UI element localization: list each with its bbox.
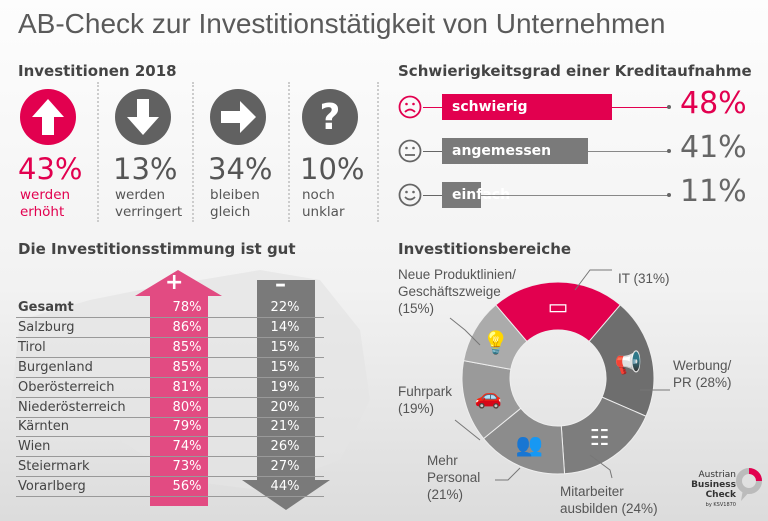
table-row: Gesamt 78% 22% (16, 298, 324, 318)
arrow-right-icon (210, 89, 266, 145)
connector-line (588, 151, 668, 152)
question-icon: ? (302, 89, 358, 145)
table-row: Burgenland 85% 15% (16, 358, 324, 378)
page-title: AB-Check zur Investitionstätigkeit von U… (18, 8, 666, 39)
logo: Austrian Business Check by KSV1870 (691, 470, 736, 508)
kredit-value: 48% (680, 86, 747, 121)
bereiche-heading: Investitionsbereiche (398, 240, 572, 258)
table-row: Oberösterreich 81% 19% (16, 378, 324, 398)
label-neue-produktlinien: Neue Produktlinien/ Geschäftszweige (15%… (398, 267, 516, 316)
connector-line (423, 107, 443, 108)
arrow-up-icon (20, 89, 76, 145)
leader-line (449, 317, 481, 346)
label-fuhrpark: Fuhrpark (19%) (398, 384, 453, 416)
plus-arrow (135, 270, 222, 506)
connector-line (612, 107, 668, 108)
neutral-face-icon (398, 139, 422, 163)
connector-dot (667, 105, 671, 109)
investition-value: 13% (113, 152, 178, 186)
label-mitarbeiter: Mitarbeiter ausbilden (24%) (560, 484, 658, 516)
investitionen-heading: Investitionen 2018 (18, 62, 177, 80)
kredit-bar: angemessen (442, 138, 588, 164)
kredit-value: 41% (680, 130, 747, 165)
megaphone-icon: 📢 (614, 350, 641, 376)
arrow-down-icon (115, 89, 171, 145)
investition-value: 34% (208, 152, 273, 186)
car-icon: 🚗 (475, 385, 502, 410)
donut-slice (495, 281, 621, 343)
divider (97, 82, 99, 222)
people-icon: 👥 (516, 433, 543, 458)
table-row: Wien 74% 26% (16, 437, 324, 458)
investition-value: 43% (18, 152, 83, 186)
investition-label: werden verringert (115, 187, 183, 220)
leader-line (589, 454, 613, 479)
table-row: Kärnten 79% 21% (16, 417, 324, 438)
divider (377, 82, 379, 222)
kredit-heading: Schwierigkeitsgrad einer Kreditaufnahme (398, 62, 752, 80)
leader-line (454, 419, 481, 441)
investition-label: werden erhöht (20, 187, 71, 220)
divider (288, 82, 290, 222)
happy-face-icon (398, 183, 422, 207)
label-werbung: Werbung/ PR (28%) (673, 358, 732, 390)
leader-line (495, 467, 521, 481)
lightbulb-icon: 💡 (482, 330, 509, 356)
svg-text:?: ? (320, 97, 341, 138)
connector-line (423, 195, 443, 196)
investition-label: noch unklar (302, 187, 345, 220)
logo-mark (736, 468, 762, 501)
leader-line (574, 269, 612, 291)
label-mehr-personal: Mehr Personal (21%) (427, 453, 481, 502)
table-row: Vorarlberg 56% 44% (16, 477, 324, 498)
divider (192, 82, 194, 222)
connector-dot (667, 149, 671, 153)
investition-label: bleiben gleich (210, 187, 260, 220)
table-row: Salzburg 86% 14% (16, 318, 324, 338)
training-icon: ☷ (590, 426, 610, 451)
connector-dot (667, 193, 671, 197)
table-row: Tirol 85% 15% (16, 338, 324, 358)
table-row: Niederösterreich 80% 20% (16, 398, 324, 418)
sad-face-icon (398, 95, 422, 119)
investition-value: 10% (300, 152, 365, 186)
kredit-bar: schwierig (442, 94, 612, 120)
devices-icon: ▭ (548, 295, 569, 320)
connector-line (423, 151, 443, 152)
minus-sign: – (275, 272, 286, 297)
table-row: Steiermark 73% 27% (16, 457, 324, 478)
donut-slice (463, 304, 528, 370)
plus-sign: + (165, 270, 184, 295)
kredit-value: 11% (680, 174, 747, 209)
label-it: IT (31%) (618, 271, 670, 286)
stimmung-heading: Die Investitionsstimmung ist gut (18, 240, 296, 258)
connector-line (481, 195, 668, 196)
